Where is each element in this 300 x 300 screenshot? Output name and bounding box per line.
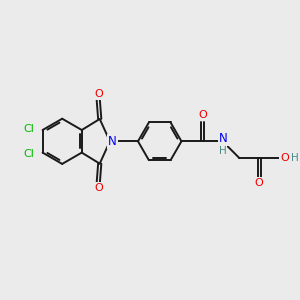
Text: Cl: Cl xyxy=(23,149,34,159)
Text: O: O xyxy=(198,110,207,120)
Text: N: N xyxy=(108,135,117,148)
Text: H: H xyxy=(219,146,226,156)
Text: H: H xyxy=(291,153,298,163)
Text: O: O xyxy=(94,183,103,193)
Text: O: O xyxy=(280,153,289,163)
Text: O: O xyxy=(94,89,103,99)
Text: O: O xyxy=(255,178,263,188)
Text: Cl: Cl xyxy=(23,124,34,134)
Text: N: N xyxy=(219,132,228,145)
